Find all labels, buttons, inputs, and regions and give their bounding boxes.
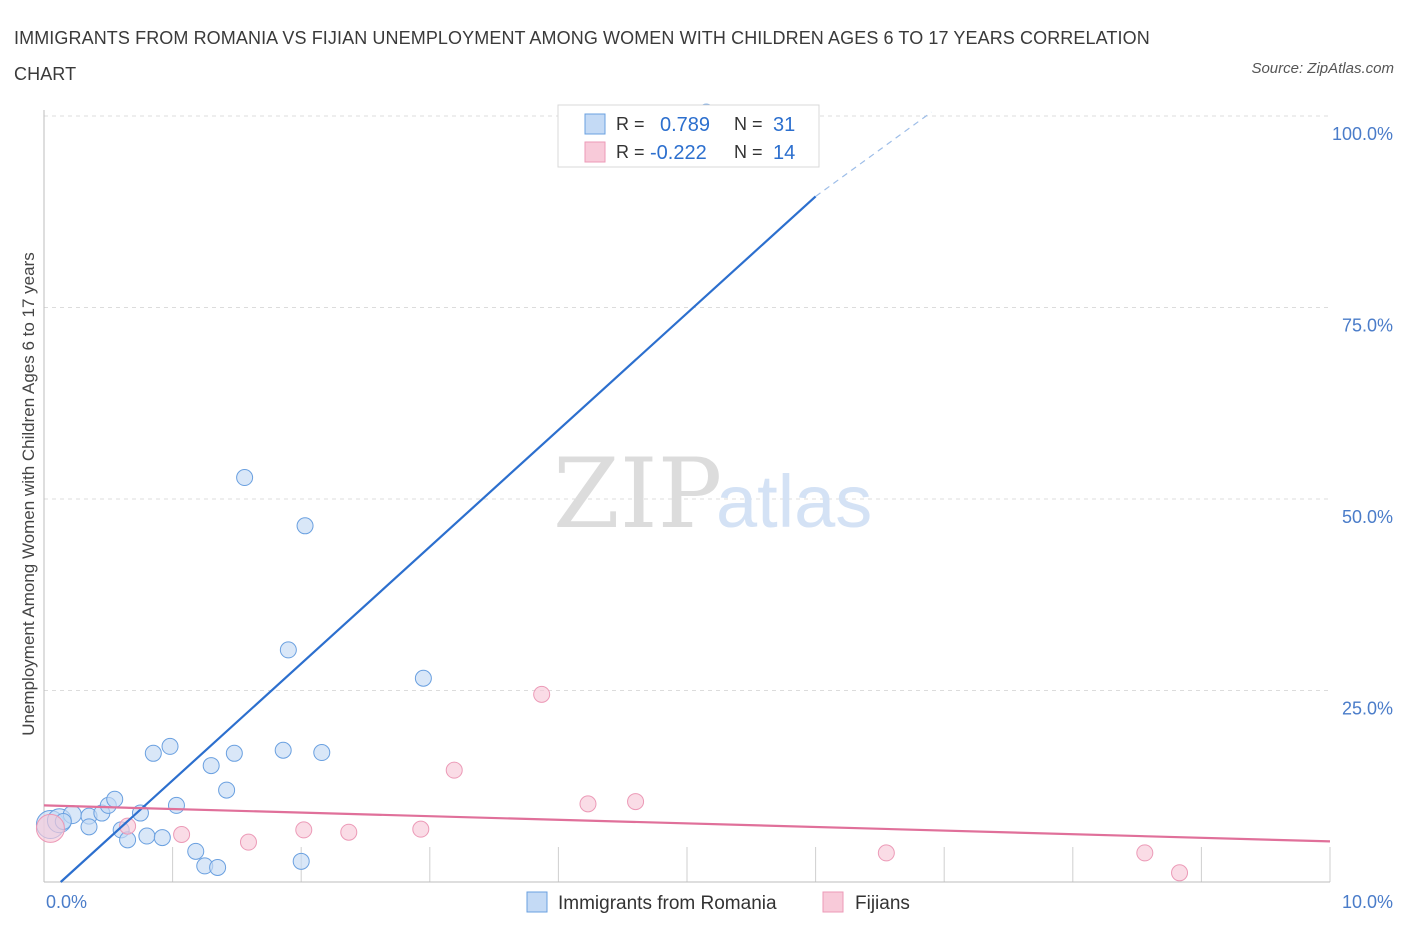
tick-labels: 25.0% 50.0% 75.0% 100.0% 0.0% 10.0% <box>46 124 1393 912</box>
romania-point-23 <box>274 741 292 759</box>
romania-point-28 <box>414 669 432 687</box>
fijians-point-3 <box>239 833 257 851</box>
watermark: ZIP atlas <box>553 438 872 550</box>
romania-point-11 <box>138 827 156 845</box>
y-tick-label-3: 100.0% <box>1332 124 1393 144</box>
romania-point-21 <box>225 744 243 762</box>
legend-n-label-romania: N = <box>734 114 763 134</box>
romania-point-19 <box>209 858 227 876</box>
legend-r-label-fijians: R = <box>616 142 645 162</box>
source-label: Source: ZipAtlas.com <box>1251 60 1394 77</box>
romania-point-15 <box>167 796 185 814</box>
legend-label-fijians: Fijians <box>855 893 910 914</box>
romania-point-16 <box>187 842 205 860</box>
legend-swatch-fijians-bottom <box>822 891 844 913</box>
fijians-point-13 <box>1171 864 1189 882</box>
y-tick-label-1: 50.0% <box>1342 507 1393 527</box>
legend-label-immigrants-from-romania: Immigrants from Romania <box>558 893 777 914</box>
series-legend: Immigrants from Romania Fijians <box>526 891 910 914</box>
romania-point-14 <box>161 737 179 755</box>
romania-point-24 <box>279 641 297 659</box>
legend-r-label-romania: R = <box>616 114 645 134</box>
x-tick-label-max: 10.0% <box>1342 892 1393 912</box>
romania-point-4 <box>80 818 98 836</box>
romania-point-20 <box>218 781 236 799</box>
legend-n-value-romania: 31 <box>773 114 795 136</box>
fijians-point-6 <box>412 820 430 838</box>
legend-r-value-romania: 0.789 <box>660 114 710 136</box>
legend-swatch-fijians <box>584 141 606 163</box>
fijians-point-11 <box>877 844 895 862</box>
legend-n-value-fijians: 14 <box>773 142 795 164</box>
watermark-atlas: atlas <box>716 460 872 543</box>
fijians-point-12 <box>1136 844 1154 862</box>
chart-title: IMMIGRANTS FROM ROMANIA VS FIJIAN UNEMPL… <box>14 28 1150 84</box>
romania-point-25 <box>292 852 310 870</box>
watermark-zip: ZIP <box>553 438 722 550</box>
fijians-point-4 <box>295 821 313 839</box>
fijians-point-7 <box>445 761 463 779</box>
fijians-point-8 <box>533 685 551 703</box>
y-tick-label-2: 75.0% <box>1342 316 1393 336</box>
legend-r-value-fijians: -0.222 <box>650 142 707 164</box>
legend-swatch-immigrants-from-romania <box>526 891 548 913</box>
romania-point-18 <box>202 757 220 775</box>
fijians-trend-line <box>43 804 1331 843</box>
y-axis-title: Unemployment Among Women with Children A… <box>19 252 38 736</box>
romania-point-27 <box>313 744 331 762</box>
trend-lines <box>43 111 1331 883</box>
fijians-point-2 <box>173 826 191 844</box>
fijians-point-5 <box>340 823 358 841</box>
fijians-point-1 <box>119 817 137 835</box>
romania-trend-extension <box>815 111 932 197</box>
romania-point-13 <box>153 829 171 847</box>
fijians-point-0 <box>35 813 65 843</box>
romania-point-22 <box>236 469 254 487</box>
legend-n-label-fijians: N = <box>734 142 763 162</box>
y-tick-label-0: 25.0% <box>1342 699 1393 719</box>
legend-swatch-romania <box>584 113 606 135</box>
axes <box>43 110 1330 883</box>
correlation-legend: R = 0.789 N = 31 R = -0.222 N = 14 <box>557 104 820 168</box>
fijians-point-9 <box>579 795 597 813</box>
x-tick-label-min: 0.0% <box>46 892 87 912</box>
fijians-point-10 <box>627 793 645 811</box>
romania-point-12 <box>144 744 162 762</box>
romania-point-7 <box>106 790 124 808</box>
romania-trend-line <box>59 195 817 883</box>
romania-point-26 <box>296 517 314 535</box>
